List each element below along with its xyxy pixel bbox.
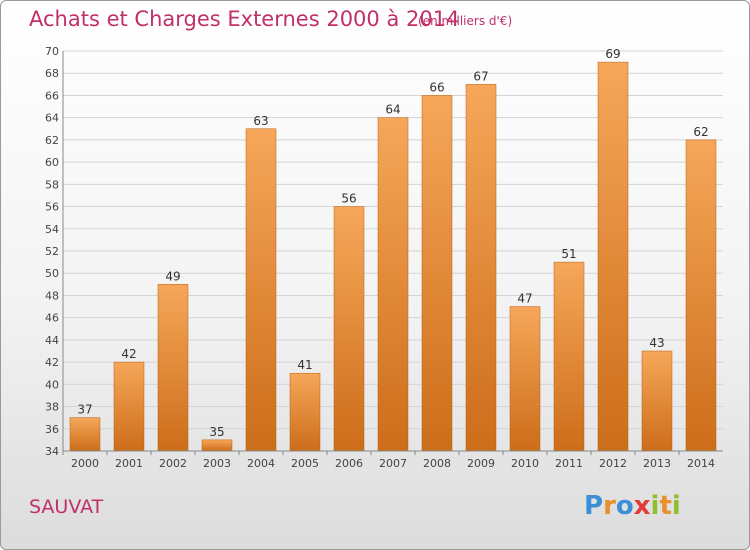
bar-2006 — [333, 206, 365, 452]
x-tick-label: 2004 — [247, 457, 275, 470]
bar-2009 — [465, 84, 497, 452]
x-tick-label: 2014 — [687, 457, 715, 470]
commune-name: SAUVAT — [29, 496, 104, 518]
bar-2013 — [641, 350, 673, 452]
y-tick-label: 52 — [45, 245, 59, 258]
bar-2003 — [201, 439, 233, 452]
bar-2004 — [245, 128, 277, 452]
y-tick-label: 36 — [45, 423, 59, 436]
logo-letter: t — [659, 491, 672, 521]
y-tick-label: 50 — [45, 267, 59, 280]
data-label-2009: 67 — [473, 69, 488, 83]
y-tick-label: 64 — [45, 112, 59, 125]
x-tick-label: 2013 — [643, 457, 671, 470]
x-tick-label: 2003 — [203, 457, 231, 470]
x-tick-label: 2002 — [159, 457, 187, 470]
y-tick-label: 44 — [45, 334, 59, 347]
x-tick-label: 2009 — [467, 457, 495, 470]
bars — [69, 61, 717, 452]
x-tick-label: 2005 — [291, 457, 319, 470]
data-label-2003: 35 — [209, 425, 224, 439]
data-labels: 37 42 49 35 63 41 56 64 66 67 47 51 69 43 62 — [77, 47, 708, 439]
data-label-2001: 42 — [121, 347, 136, 361]
data-label-2014: 62 — [693, 125, 708, 139]
data-label-2010: 47 — [517, 292, 532, 306]
y-tick-label: 54 — [45, 223, 59, 236]
bar-2010 — [509, 306, 541, 452]
data-label-2002: 49 — [165, 269, 180, 283]
x-tick-label: 2006 — [335, 457, 363, 470]
x-tick-label: 2011 — [555, 457, 583, 470]
data-label-2012: 69 — [605, 47, 620, 61]
proxiti-logo: Proxiti — [584, 491, 681, 521]
x-tick-label: 2000 — [71, 457, 99, 470]
bar-2012 — [597, 61, 629, 452]
data-label-2006: 56 — [341, 192, 356, 206]
data-label-2011: 51 — [561, 247, 576, 261]
logo-letter: i — [650, 491, 660, 521]
y-tick-labels: 34 36 38 40 42 44 46 48 50 52 54 56 58 60 62 64 66 68 70 — [45, 45, 59, 458]
x-tick-label: 2012 — [599, 457, 627, 470]
logo-letter: i — [671, 491, 681, 521]
data-label-2007: 64 — [385, 103, 400, 117]
data-label-2008: 66 — [429, 80, 444, 94]
bar-2005 — [289, 372, 321, 452]
y-tick-label: 62 — [45, 134, 59, 147]
y-tick-label: 34 — [45, 445, 59, 458]
x-tick-label: 2010 — [511, 457, 539, 470]
bar-2008 — [421, 95, 453, 452]
logo-letter: r — [603, 491, 616, 521]
logo-letter: o — [615, 491, 634, 521]
logo-letter: x — [633, 491, 651, 521]
bar-2007 — [377, 117, 409, 452]
data-label-2005: 41 — [297, 358, 312, 372]
data-label-2000: 37 — [77, 403, 92, 417]
y-tick-label: 42 — [45, 356, 59, 369]
axes — [62, 51, 723, 452]
y-tick-label: 60 — [45, 156, 59, 169]
chart-title: Achats et Charges Externes 2000 à 2014 — [29, 7, 460, 31]
x-tick-label: 2007 — [379, 457, 407, 470]
y-tick-label: 38 — [45, 401, 59, 414]
y-tick-label: 46 — [45, 312, 59, 325]
x-tick-label: 2001 — [115, 457, 143, 470]
x-tick-labels: 2000 2001 2002 2003 2004 2005 2006 2007 2008 2009… — [62, 451, 715, 470]
bar-2001 — [113, 361, 145, 452]
data-label-2004: 63 — [253, 114, 268, 128]
y-tick-label: 56 — [45, 201, 59, 214]
y-tick-label: 58 — [45, 178, 59, 191]
logo-letter: P — [584, 491, 604, 521]
y-tick-label: 66 — [45, 89, 59, 102]
y-tick-label: 40 — [45, 378, 59, 391]
bar-2014 — [685, 139, 717, 452]
x-tick-label: 2008 — [423, 457, 451, 470]
bar-2000 — [69, 417, 101, 452]
unit-note: (en milliers d'€) — [418, 14, 513, 28]
bar-2011 — [553, 261, 585, 452]
y-tick-label: 68 — [45, 67, 59, 80]
y-tick-label: 48 — [45, 289, 59, 302]
data-label-2013: 43 — [649, 336, 664, 350]
y-tick-label: 70 — [45, 45, 59, 58]
bar-2002 — [157, 284, 189, 452]
